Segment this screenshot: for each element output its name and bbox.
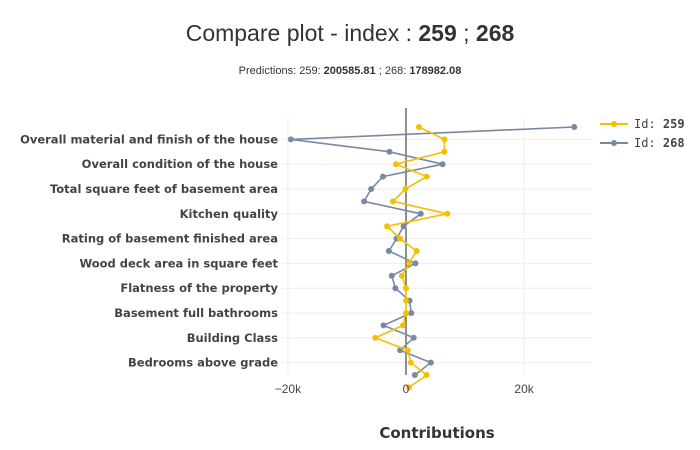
feature-label: Basement full bathrooms [114,306,278,320]
data-point-268[interactable] [410,334,417,341]
data-point-268[interactable] [388,272,395,279]
series-259 [372,124,451,391]
data-point-268[interactable] [408,310,415,316]
feature-label: Kitchen quality [180,207,279,221]
data-point-268[interactable] [385,248,392,254]
data-point-259[interactable] [441,148,448,155]
data-point-268[interactable] [392,285,399,292]
data-point-259[interactable] [400,322,407,329]
legend-series-name: 259 [663,117,685,131]
data-point-259[interactable] [372,334,379,341]
data-point-259[interactable] [444,210,451,217]
legend-label: Id: 259 [634,117,685,131]
chart-subtitle: Predictions: 259: 200585.81 ; 268: 17898… [238,65,462,77]
data-point-259[interactable] [405,384,412,391]
data-point-259[interactable] [403,310,409,316]
data-point-268[interactable] [571,124,578,130]
data-point-259[interactable] [398,272,405,279]
prediction-a: 200585.81 [323,65,376,77]
legend-label: Id: 268 [634,136,685,150]
grid-lines [282,118,592,375]
feature-label: Building Class [187,331,278,345]
data-point-259[interactable] [407,359,414,366]
data-point-259[interactable] [384,223,391,230]
feature-label: Wood deck area in square feet [79,256,278,270]
legend-series-name: 268 [663,136,685,150]
prediction-b: 178982.08 [409,65,462,77]
x-tick-labels: −20k 0 20k [275,382,535,396]
legend-prefix: Id: [634,117,663,131]
data-point-268[interactable] [287,136,294,143]
x-tick-label: 20k [514,382,534,396]
data-point-259[interactable] [403,297,409,304]
series-line-259 [373,126,448,389]
data-point-259[interactable] [423,372,430,378]
data-point-268[interactable] [400,223,407,230]
legend-marker [611,140,617,146]
data-point-259[interactable] [390,198,397,205]
legend-item-259[interactable]: Id: 259 [600,117,685,131]
data-point-268[interactable] [439,161,446,168]
data-point-268[interactable] [386,148,393,155]
data-point-268[interactable] [412,260,419,267]
data-point-268[interactable] [417,210,424,217]
data-point-259[interactable] [403,285,409,292]
feature-label: Total square feet of basement area [50,182,278,196]
feature-label: Overall material and finish of the house [20,132,278,146]
x-axis-title: Contributions [379,424,494,442]
title-id-b: 268 [475,20,515,46]
data-point-259[interactable] [397,235,404,242]
data-point-259[interactable] [423,173,430,180]
data-point-268[interactable] [368,186,375,192]
feature-label: Overall condition of the house [82,157,279,171]
data-point-259[interactable] [413,248,420,254]
data-point-259[interactable] [392,161,399,168]
legend-prefix: Id: [634,136,663,150]
data-point-268[interactable] [361,198,368,205]
title-id-a: 259 [418,20,457,46]
legend-item-268[interactable]: Id: 268 [600,136,685,150]
data-point-259[interactable] [415,124,422,130]
feature-labels: Overall material and finish of the house… [20,132,278,369]
feature-label: Flatness of the property [120,281,278,295]
data-point-259[interactable] [441,136,448,143]
data-point-268[interactable] [380,322,387,329]
chart-title: Compare plot - index : 259 ; 268 [185,20,515,46]
data-point-259[interactable] [402,186,409,192]
feature-label: Bedrooms above grade [128,356,278,370]
series-layer [287,124,578,391]
data-point-268[interactable] [379,173,386,180]
data-point-268[interactable] [427,359,434,366]
legend-marker [611,121,617,127]
data-point-259[interactable] [404,347,411,354]
x-tick-label: 0 [403,382,410,396]
data-point-268[interactable] [397,347,404,354]
x-tick-label: −20k [275,382,302,396]
feature-label: Rating of basement finished area [62,232,278,246]
series-268 [287,124,578,378]
data-point-259[interactable] [405,260,412,267]
data-point-268[interactable] [411,372,418,378]
